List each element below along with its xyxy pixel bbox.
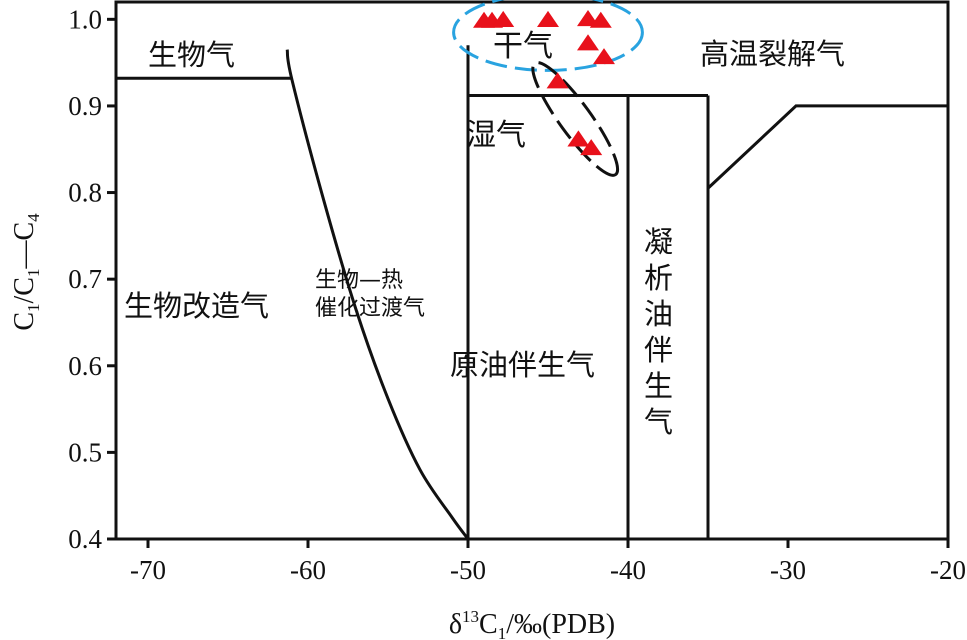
x-tick-label: -40	[610, 555, 646, 585]
x-tick-label: -20	[930, 555, 966, 585]
zone-label-wet-gas: 湿气	[466, 118, 526, 153]
zone-label-oil-associated-gas: 原油伴生气	[450, 348, 595, 382]
zone-label-transition-line1: 生物—热	[315, 268, 403, 293]
y-tick-label: 0.8	[68, 178, 102, 208]
data-point	[537, 10, 559, 27]
data-point	[567, 130, 590, 147]
zone-label-dry-gas: 干气	[493, 29, 553, 64]
y-tick-label: 0.5	[68, 437, 102, 467]
data-point	[577, 34, 599, 51]
ellipses	[452, 0, 644, 177]
zone-label-biogas: 生物气	[148, 38, 235, 72]
zone-boundaries	[116, 45, 948, 540]
data-point	[546, 72, 569, 89]
zone-label-condensate-char-4: 生	[644, 369, 673, 403]
boundary-transition-curve	[285, 49, 470, 540]
zone-label-condensate-char-1: 析	[644, 261, 673, 295]
x-axis-ticks: -70 -60 -50 -40 -30 -20	[130, 539, 966, 585]
y-tick-label: 0.4	[68, 524, 102, 554]
y-tick-label: 0.9	[68, 91, 102, 121]
zone-label-transition-line2: 催化过渡气	[315, 296, 425, 321]
zone-label-modified-biogas: 生物改造气	[124, 289, 269, 323]
boundary-high-temp-line	[706, 104, 948, 190]
y-tick-label: 0.6	[68, 351, 102, 381]
zone-label-condensate-char-0: 凝	[644, 225, 673, 259]
data-points	[473, 10, 615, 156]
y-tick-label: 0.7	[68, 264, 102, 294]
y-axis-label: C1/C1—C4	[9, 213, 43, 331]
zone-label-condensate-char-3: 伴	[644, 333, 673, 367]
x-axis-label: δ13C1/‰(PDB)	[449, 607, 615, 640]
y-tick-label: 1.0	[68, 4, 102, 34]
zone-label-condensate-char-5: 气	[644, 405, 673, 439]
x-tick-label: -60	[290, 555, 326, 585]
data-point	[577, 10, 599, 27]
x-tick-label: -50	[450, 555, 486, 585]
x-tick-label: -30	[770, 555, 806, 585]
dry-gas-ellipse	[452, 0, 644, 72]
data-point	[589, 11, 612, 28]
zone-label-condensate-char-2: 油	[644, 297, 673, 331]
x-tick-label: -70	[130, 555, 166, 585]
data-point	[492, 10, 515, 27]
y-axis-ticks: 0.4 0.5 0.6 0.7 0.8 0.9 1.0	[68, 4, 116, 554]
data-point	[593, 48, 615, 65]
zone-label-high-temp-cracking-gas: 高温裂解气	[700, 37, 845, 71]
data-point	[580, 139, 603, 156]
plot-frame	[114, 0, 950, 541]
wet-gas-ellipse	[531, 61, 620, 177]
